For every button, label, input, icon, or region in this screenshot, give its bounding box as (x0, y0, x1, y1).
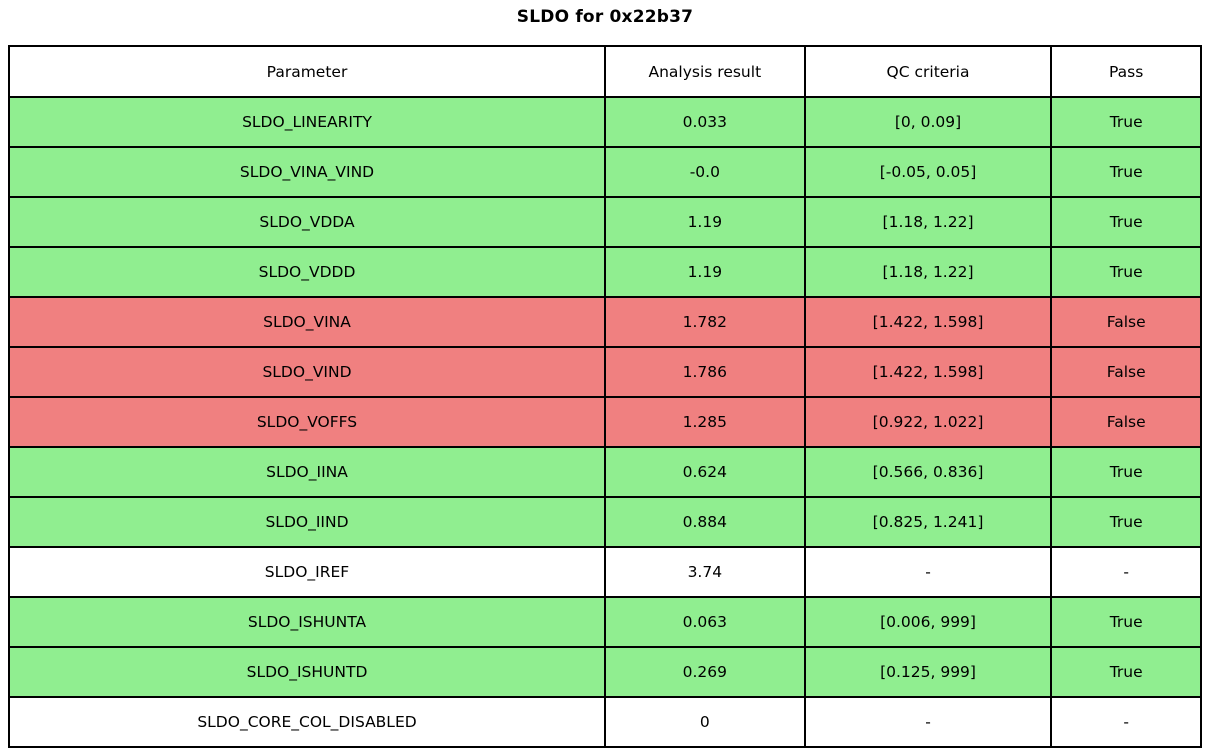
cell-parameter: SLDO_LINEARITY (8, 96, 606, 148)
cell-parameter: SLDO_VDDA (8, 196, 606, 248)
table-row: SLDO_VIND 1.786 [1.422, 1.598] False (8, 346, 1202, 398)
cell-analysis-result: 1.782 (604, 296, 806, 348)
cell-qc-criteria: [0.922, 1.022] (803, 396, 1053, 448)
cell-qc-criteria: [0.006, 999] (803, 596, 1053, 648)
cell-analysis-result: 1.786 (604, 346, 806, 398)
cell-pass: True (1050, 596, 1202, 648)
cell-qc-criteria: [1.422, 1.598] (803, 346, 1053, 398)
cell-pass: True (1050, 96, 1202, 148)
cell-pass: True (1050, 496, 1202, 548)
cell-qc-criteria: - (803, 696, 1053, 748)
cell-parameter: SLDO_IINA (8, 446, 606, 498)
cell-qc-criteria: [1.18, 1.22] (803, 196, 1053, 248)
table-row: SLDO_ISHUNTD 0.269 [0.125, 999] True (8, 646, 1202, 698)
cell-pass: True (1050, 246, 1202, 298)
cell-analysis-result: 0.624 (604, 446, 806, 498)
cell-qc-criteria: - (803, 546, 1053, 598)
table-row: SLDO_IREF 3.74- - (8, 546, 1202, 598)
table-row: SLDO_IINA 0.624 [0.566, 0.836] True (8, 446, 1202, 498)
cell-analysis-result: 3.74 (604, 546, 806, 598)
cell-parameter: SLDO_VINA (8, 296, 606, 348)
cell-analysis-result: 1.19 (604, 196, 806, 248)
column-header-qc-criteria: QC criteria (803, 45, 1053, 98)
cell-pass: True (1050, 646, 1202, 698)
table-row: SLDO_ISHUNTA 0.063 [0.006, 999] True (8, 596, 1202, 648)
cell-pass: False (1050, 346, 1202, 398)
table-row: SLDO_IIND 0.884 [0.825, 1.241] True (8, 496, 1202, 548)
cell-pass: True (1050, 146, 1202, 198)
cell-pass: - (1050, 546, 1202, 598)
cell-pass: True (1050, 446, 1202, 498)
cell-parameter: SLDO_CORE_COL_DISABLED (8, 696, 606, 748)
column-header-parameter: Parameter (8, 45, 606, 98)
table-row: SLDO_VINA 1.782 [1.422, 1.598] False (8, 296, 1202, 348)
column-header-analysis-result: Analysis result (604, 45, 806, 98)
cell-pass: - (1050, 696, 1202, 748)
cell-qc-criteria: [0.566, 0.836] (803, 446, 1053, 498)
cell-qc-criteria: [1.422, 1.598] (803, 296, 1053, 348)
cell-parameter: SLDO_VIND (8, 346, 606, 398)
cell-parameter: SLDO_VOFFS (8, 396, 606, 448)
cell-qc-criteria: [1.18, 1.22] (803, 246, 1053, 298)
cell-parameter: SLDO_VDDD (8, 246, 606, 298)
cell-pass: True (1050, 196, 1202, 248)
cell-qc-criteria: [0, 0.09] (803, 96, 1053, 148)
cell-analysis-result: -0.0 (604, 146, 806, 198)
cell-parameter: SLDO_IIND (8, 496, 606, 548)
cell-qc-criteria: [0.825, 1.241] (803, 496, 1053, 548)
cell-analysis-result: 0.033 (604, 96, 806, 148)
cell-parameter: SLDO_IREF (8, 546, 606, 598)
cell-analysis-result: 0.884 (604, 496, 806, 548)
cell-analysis-result: 1.19 (604, 246, 806, 298)
cell-parameter: SLDO_VINA_VIND (8, 146, 606, 198)
table-row: SLDO_VINA_VIND -0.0 [-0.05, 0.05] True (8, 146, 1202, 198)
cell-analysis-result: 0.063 (604, 596, 806, 648)
cell-analysis-result: 0.269 (604, 646, 806, 698)
cell-analysis-result: 0 (604, 696, 806, 748)
cell-parameter: SLDO_ISHUNTD (8, 646, 606, 698)
table-body: SLDO_LINEARITY 0.033 [0, 0.09] True SLDO_VIN… (8, 96, 1202, 748)
table-header-row: Parameter Analysis result QC criteria Pa… (8, 45, 1202, 98)
cell-parameter: SLDO_ISHUNTA (8, 596, 606, 648)
table-row: SLDO_VDDD 1.19 [1.18, 1.22] True (8, 246, 1202, 298)
table-row: SLDO_CORE_COL_DISABLED 0- - (8, 696, 1202, 748)
table-row: SLDO_VOFFS 1.285 [0.922, 1.022] False (8, 396, 1202, 448)
cell-pass: False (1050, 296, 1202, 348)
figure-title: SLDO for 0x22b37 (516, 7, 694, 27)
cell-pass: False (1050, 396, 1202, 448)
cell-analysis-result: 1.285 (604, 396, 806, 448)
table-row: SLDO_VDDA 1.19 [1.18, 1.22] True (8, 196, 1202, 248)
cell-qc-criteria: [0.125, 999] (803, 646, 1053, 698)
qc-results-table: Parameter Analysis result QC criteria Pa… (8, 45, 1202, 748)
column-header-pass: Pass (1050, 45, 1202, 98)
cell-qc-criteria: [-0.05, 0.05] (803, 146, 1053, 198)
table-row: SLDO_LINEARITY 0.033 [0, 0.09] True (8, 96, 1202, 148)
